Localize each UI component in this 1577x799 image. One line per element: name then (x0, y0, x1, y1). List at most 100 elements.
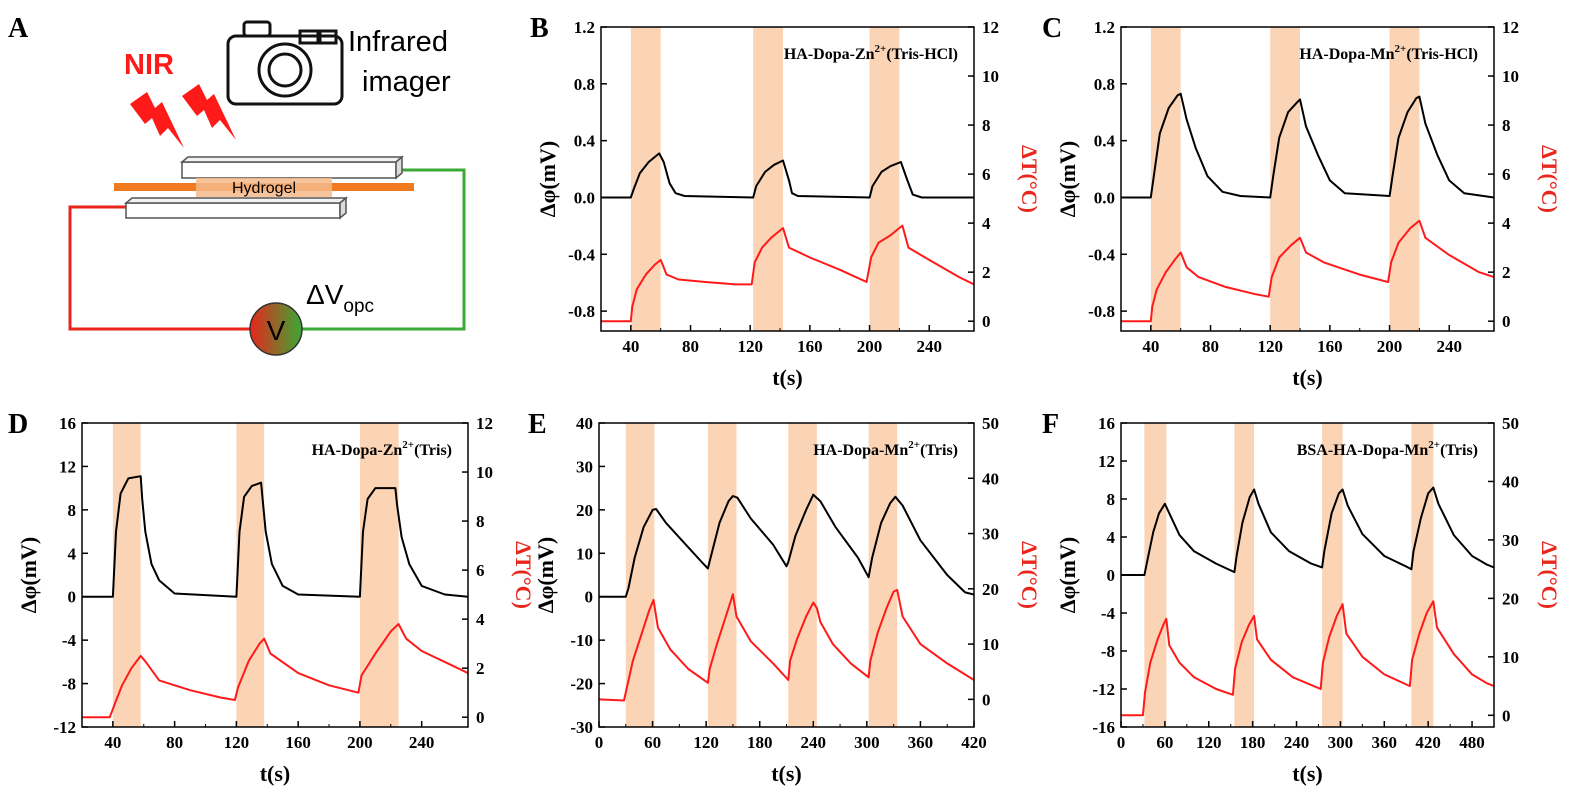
y2-tick-label: 4 (1502, 214, 1511, 233)
y2-tick-label: 20 (982, 580, 999, 599)
y-tick-label: -10 (570, 631, 593, 650)
y2-tick-label: 10 (1502, 67, 1519, 86)
irradiation-band (630, 27, 661, 331)
plot-frame (1120, 422, 1495, 728)
y2-tick-label: 30 (982, 525, 999, 544)
y2-tick-label: 4 (476, 610, 485, 629)
x-tick-label: 240 (1284, 733, 1310, 752)
y2-tick-label: 40 (1502, 472, 1519, 491)
plot-area (599, 423, 974, 727)
y-tick-label: 0 (68, 588, 77, 607)
panel-label-f: F (1042, 409, 1059, 440)
voltage-series-line (599, 493, 974, 598)
x-tick-label: 40 (622, 337, 639, 356)
panel-label-b: B (530, 13, 549, 44)
voltage-label: ΔVopc (306, 279, 374, 317)
y2-tick-label: 10 (476, 463, 493, 482)
irradiation-band (1322, 423, 1343, 727)
y-tick-label: 12 (1098, 452, 1115, 471)
panel-label-d: D (8, 409, 28, 440)
y2-tick-label: 8 (476, 512, 485, 531)
x-tick-label: 240 (801, 733, 827, 752)
x-tick-label: 300 (1328, 733, 1354, 752)
y-tick-label: 0 (585, 588, 594, 607)
y2-tick-label: 10 (982, 635, 999, 654)
y-tick-label: 0.0 (1094, 188, 1115, 207)
y2-tick-label: 6 (476, 561, 485, 580)
x-tick-label: 160 (1317, 337, 1343, 356)
x-tick-label: 60 (644, 733, 661, 752)
y2-tick-label: 0 (982, 312, 991, 331)
chart-panel-b: B 40 80 120 160 200 240 -0.8 -0.4 0.0 0.4 0.8 1.2 0 2 4… (530, 13, 1042, 390)
y-tick-label: -8 (62, 675, 76, 694)
voltage-series-line (1121, 486, 1494, 576)
x-tick-label: 40 (1142, 337, 1159, 356)
x-tick-label: 240 (1436, 337, 1462, 356)
y-tick-label: 0.4 (1094, 132, 1116, 151)
y-tick-label: 4 (1107, 528, 1116, 547)
irradiation-band (788, 423, 817, 727)
camera-icon (226, 20, 344, 106)
y-tick-label: -4 (62, 631, 77, 650)
y-tick-label: -0.4 (1088, 245, 1115, 264)
y-axis-label: Δφ(mV) (535, 141, 560, 217)
camera-label-line2: imager (362, 66, 451, 98)
irradiation-band (1150, 27, 1181, 331)
irradiation-band (236, 423, 265, 727)
irradiation-band (707, 423, 737, 727)
y2-tick-label: 10 (982, 67, 999, 86)
chart-panel-f: F0 60 120 180 240 300 360 420 480-16-12-8-404812… (1042, 409, 1562, 786)
y2-axis-label: ΔT(°C) (1537, 145, 1562, 213)
voltmeter-symbol: V (267, 315, 286, 346)
x-tick-label: 300 (854, 733, 880, 752)
irradiation-band (1270, 27, 1301, 331)
chart-panel-d: D40 80 120 160 200 240-12-8-40481216024681012… (8, 409, 536, 786)
y2-axis-label: ΔT(°C) (1537, 541, 1562, 609)
y-axis-label: Δφ(mV) (1055, 537, 1080, 613)
y2-tick-label: 6 (1502, 165, 1511, 184)
irradiation-band (1234, 423, 1255, 727)
y2-tick-label: 40 (982, 469, 999, 488)
x-tick-label: 60 (1156, 733, 1173, 752)
irradiation-band (1411, 423, 1434, 727)
y2-axis-label: ΔT(°C) (1017, 541, 1042, 609)
voltmeter-icon (249, 302, 303, 356)
y2-tick-label: 50 (1502, 414, 1519, 433)
y2-axis-label: ΔT(°C) (511, 541, 536, 609)
voltage-series-line (601, 152, 974, 199)
temperature-series-line (601, 224, 974, 323)
x-tick-label: 180 (747, 733, 773, 752)
y-tick-label: 0.4 (574, 132, 596, 151)
y2-tick-label: 0 (982, 690, 991, 709)
x-tick-label: 180 (1240, 733, 1266, 752)
plot-area (1121, 27, 1494, 331)
x-tick-label: 80 (682, 337, 699, 356)
irradiation-band (625, 423, 655, 727)
y-tick-label: 0 (1107, 566, 1116, 585)
x-tick-label: 80 (166, 733, 183, 752)
y-tick-label: -4 (1101, 604, 1116, 623)
sample-annotation: BSA-HA-Dopa-Mn2+(Tris) (1297, 439, 1478, 459)
sample-annotation: HA-Dopa-Mn2+(Tris-HCl) (1299, 43, 1478, 63)
plot-frame (1120, 26, 1495, 332)
y-tick-label: 8 (1107, 490, 1116, 509)
y-tick-label: 40 (576, 414, 593, 433)
x-axis-label: t(s) (1292, 761, 1323, 786)
plot-area (1121, 423, 1494, 727)
y-tick-label: 8 (68, 501, 77, 520)
irradiation-band (753, 27, 784, 331)
y-tick-label: -12 (1092, 680, 1115, 699)
temperature-series-line (1121, 600, 1494, 717)
y2-axis-label: ΔT(°C) (1017, 145, 1042, 213)
temperature-series-line (82, 623, 468, 719)
nir-label: NIR (124, 49, 174, 81)
y-tick-label: 4 (68, 544, 77, 563)
y2-tick-label: 12 (1502, 18, 1519, 37)
sample-annotation: HA-Dopa-Zn2+(Tris) (312, 439, 452, 459)
y-axis-label: Δφ(mV) (1055, 141, 1080, 217)
wire-left (68, 205, 250, 331)
irradiation-band (868, 423, 898, 727)
x-axis-label: t(s) (771, 761, 802, 786)
x-tick-label: 120 (737, 337, 763, 356)
